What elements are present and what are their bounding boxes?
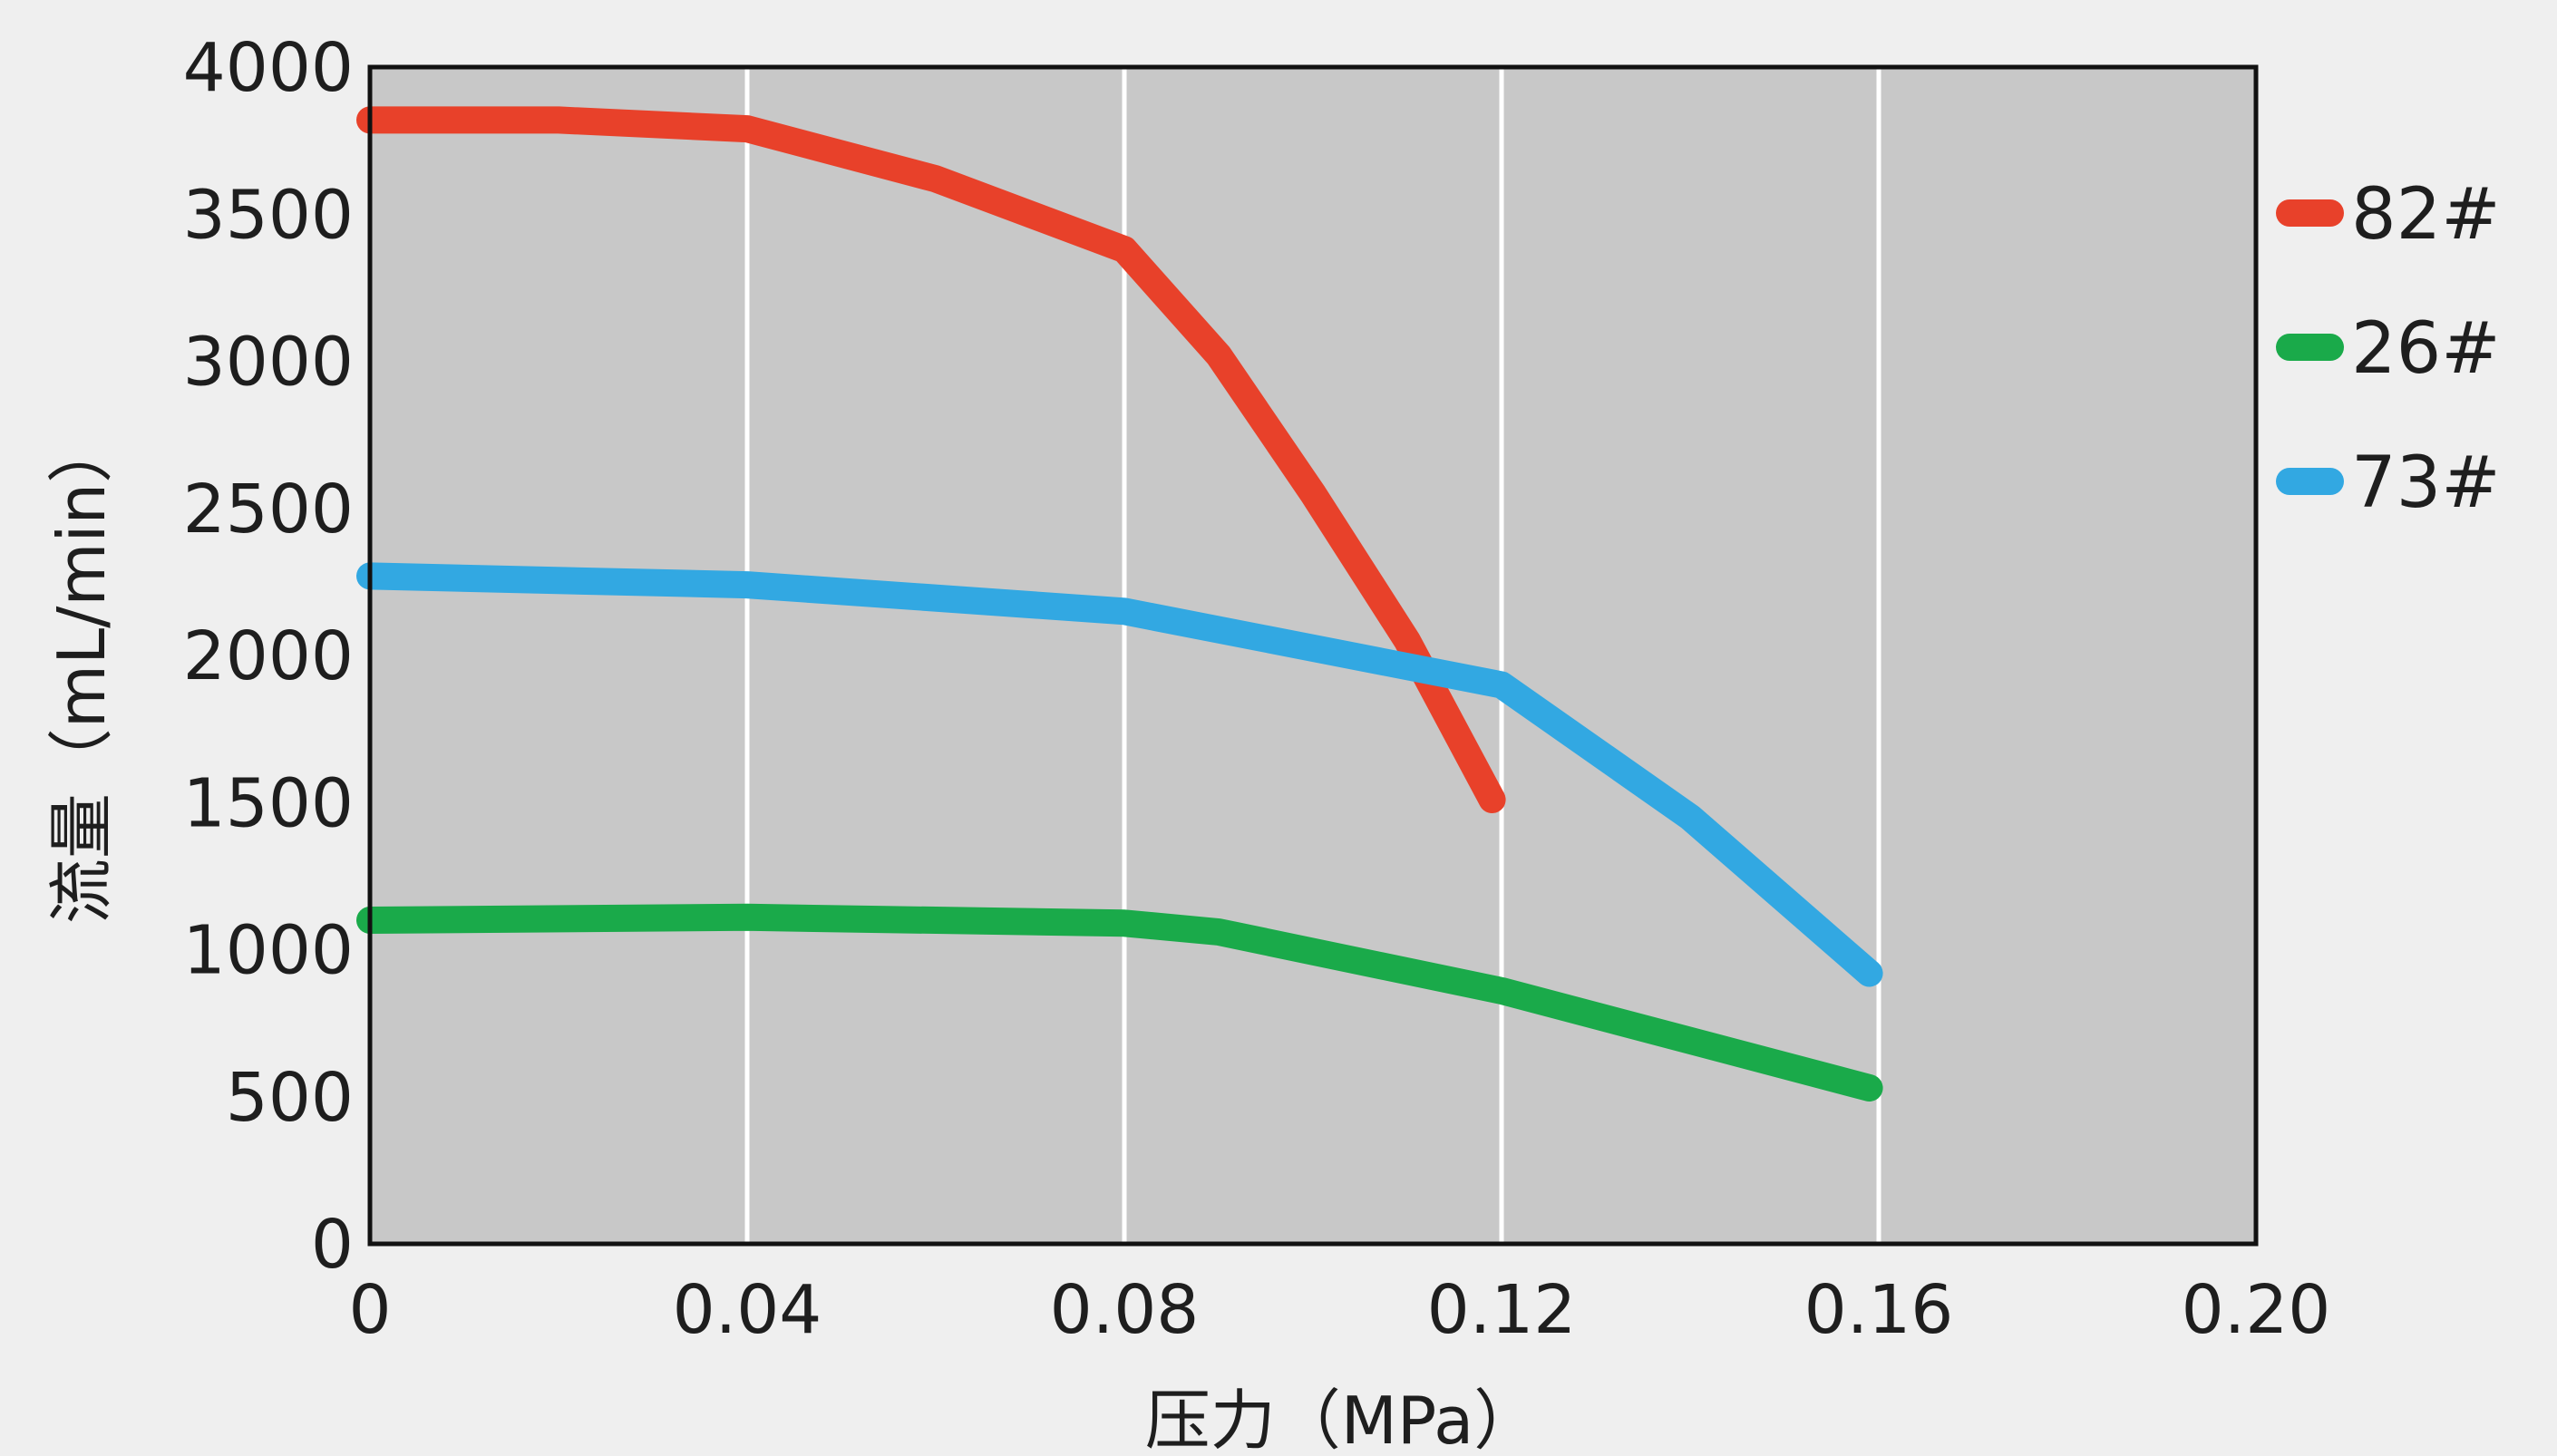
- tick-labels: 0 0.04 0.08 0.12 0.16 0.20 0 500 1000 1500 2000 250…: [183, 29, 2331, 1349]
- series-line-82: [356, 106, 1506, 813]
- plot-frame: [367, 64, 2259, 1247]
- x-tick-label: 0.04: [673, 1271, 822, 1349]
- y-tick-label: 3500: [183, 176, 354, 254]
- y-tick-label: 4000: [183, 29, 354, 107]
- y-tick-label: 0: [311, 1206, 354, 1284]
- legend-item: 82#: [2276, 174, 2501, 256]
- x-tick-label: 0: [348, 1271, 391, 1349]
- series-line-26: [356, 903, 1883, 1102]
- legend: 82# 26# 73#: [2276, 174, 2501, 524]
- legend-label: 73#: [2351, 442, 2501, 524]
- y-tick-label: 1500: [183, 764, 354, 842]
- legend-label: 82#: [2351, 174, 2501, 256]
- x-tick-label: 0.16: [1804, 1271, 1954, 1349]
- x-tick-label: 0.20: [2182, 1271, 2331, 1349]
- x-tick-label: 0.12: [1427, 1271, 1577, 1349]
- y-tick-label: 500: [226, 1059, 354, 1137]
- series-line-73: [356, 562, 1883, 987]
- series-lines: [356, 106, 1883, 1102]
- y-tick-label: 1000: [183, 912, 354, 990]
- y-axis-label: 流量（mL/min）: [44, 418, 120, 924]
- legend-item: 26#: [2276, 308, 2501, 390]
- legend-label: 26#: [2351, 308, 2501, 390]
- x-axis-label: 压力（MPa）: [1145, 1383, 1539, 1452]
- y-tick-label: 2500: [183, 471, 354, 548]
- y-tick-label: 3000: [183, 324, 354, 402]
- legend-item: 73#: [2276, 442, 2501, 524]
- y-tick-label: 2000: [183, 617, 354, 695]
- x-tick-label: 0.08: [1050, 1271, 1200, 1349]
